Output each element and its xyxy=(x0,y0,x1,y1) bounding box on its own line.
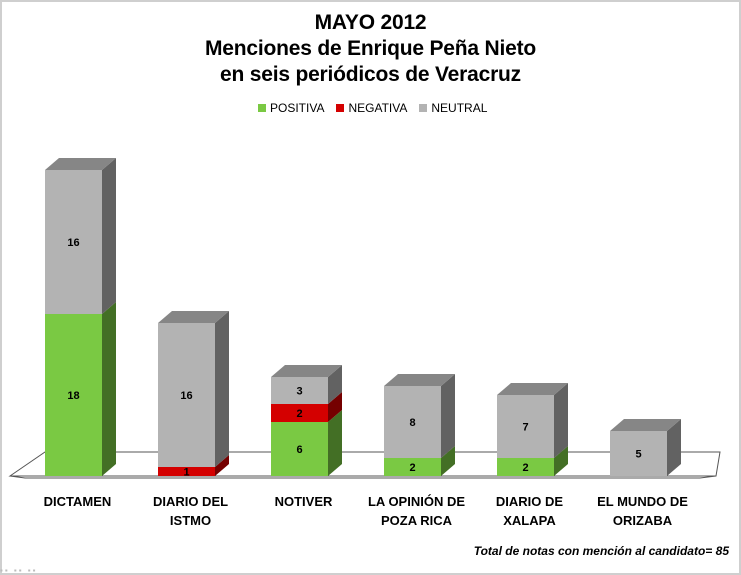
bar-side-0-neutral xyxy=(102,158,116,314)
bar-side-2-positiva xyxy=(328,410,342,476)
bar-top-0 xyxy=(45,158,116,170)
category-label-5-1: ORIZABA xyxy=(613,513,673,528)
legend-label-neutral: NEUTRAL xyxy=(431,101,488,115)
legend-label-negativa: NEGATIVA xyxy=(348,101,408,115)
category-label-2-0: NOTIVER xyxy=(275,494,333,509)
bar-3-positiva xyxy=(384,458,441,476)
bar-side-3-neutral xyxy=(441,374,455,458)
category-label-4-0: DIARIO DE xyxy=(496,494,564,509)
bar-side-0-positiva xyxy=(102,302,116,476)
corner-marks: ▪▪ ▪▪ ▪▪ xyxy=(0,566,38,575)
bar-top-1 xyxy=(158,311,229,323)
bar-side-2-negativa xyxy=(328,392,342,422)
category-label-1-1: ISTMO xyxy=(170,513,211,528)
bar-label-4-positiva: 2 xyxy=(522,462,528,474)
legend-swatch-neutral xyxy=(419,104,428,112)
bar-label-2-negativa: 2 xyxy=(296,408,302,420)
bar-top-5 xyxy=(610,419,681,431)
legend-item-negativa: NEGATIVA xyxy=(336,101,407,115)
category-label-0-0: DICTAMEN xyxy=(44,494,112,509)
legend-item-positiva: POSITIVA xyxy=(258,101,324,115)
bar-label-1-neutral: 16 xyxy=(180,390,192,402)
bar-4-neutral xyxy=(497,395,554,458)
chart-legend: POSITIVA NEGATIVA NEUTRAL xyxy=(258,101,487,115)
bar-5-neutral xyxy=(610,431,667,476)
legend-item-neutral: NEUTRAL xyxy=(419,101,487,115)
bar-side-3-positiva xyxy=(441,446,455,476)
bar-0-neutral xyxy=(45,170,102,314)
bar-1-negativa xyxy=(158,467,215,476)
bar-4-positiva xyxy=(497,458,554,476)
bar-label-1-negativa: 1 xyxy=(183,467,189,479)
chart-title: MAYO 2012 xyxy=(314,11,427,34)
total-footnote: Total de notas con mención al candidato=… xyxy=(473,544,729,558)
legend-swatch-positiva xyxy=(258,104,266,112)
category-label-3-1: POZA RICA xyxy=(381,513,453,528)
bar-label-0-positiva: 18 xyxy=(67,390,79,402)
bar-label-5-neutral: 5 xyxy=(635,449,641,461)
bar-side-4-neutral xyxy=(554,383,568,458)
bar-side-4-positiva xyxy=(554,446,568,476)
bar-top-4 xyxy=(497,383,568,395)
legend-label-positiva: POSITIVA xyxy=(270,101,325,115)
bar-0-positiva xyxy=(45,314,102,476)
legend-swatch-negativa xyxy=(336,104,345,112)
bar-label-2-positiva: 6 xyxy=(296,444,302,456)
bar-side-1-negativa xyxy=(215,455,229,476)
bar-2-neutral xyxy=(271,377,328,404)
bar-top-3 xyxy=(384,374,455,386)
chart-subtitle: Menciones de Enrique Peña Nieto xyxy=(204,37,537,60)
category-label-5-0: EL MUNDO DE xyxy=(597,494,688,509)
category-label-1-0: DIARIO DEL xyxy=(153,494,228,509)
bar-side-1-neutral xyxy=(215,311,229,467)
category-label-3-0: LA OPINIÓN DE xyxy=(368,494,465,509)
category-label-4-1: XALAPA xyxy=(503,513,556,528)
bar-2-negativa xyxy=(271,404,328,422)
bar-side-5-neutral xyxy=(667,419,681,476)
bar-top-2 xyxy=(271,365,342,377)
bar-2-positiva xyxy=(271,422,328,476)
bar-3-neutral xyxy=(384,386,441,458)
bar-label-2-neutral: 3 xyxy=(296,386,302,398)
chart-subtitle-2: en seis periódicos de Veracruz xyxy=(220,63,521,86)
bar-label-3-positiva: 2 xyxy=(409,462,415,474)
bar-label-4-neutral: 7 xyxy=(522,422,528,434)
bar-side-2-neutral xyxy=(328,365,342,404)
bar-label-0-neutral: 16 xyxy=(67,237,79,249)
bar-label-3-neutral: 8 xyxy=(409,417,415,429)
bar-1-neutral xyxy=(158,323,215,467)
